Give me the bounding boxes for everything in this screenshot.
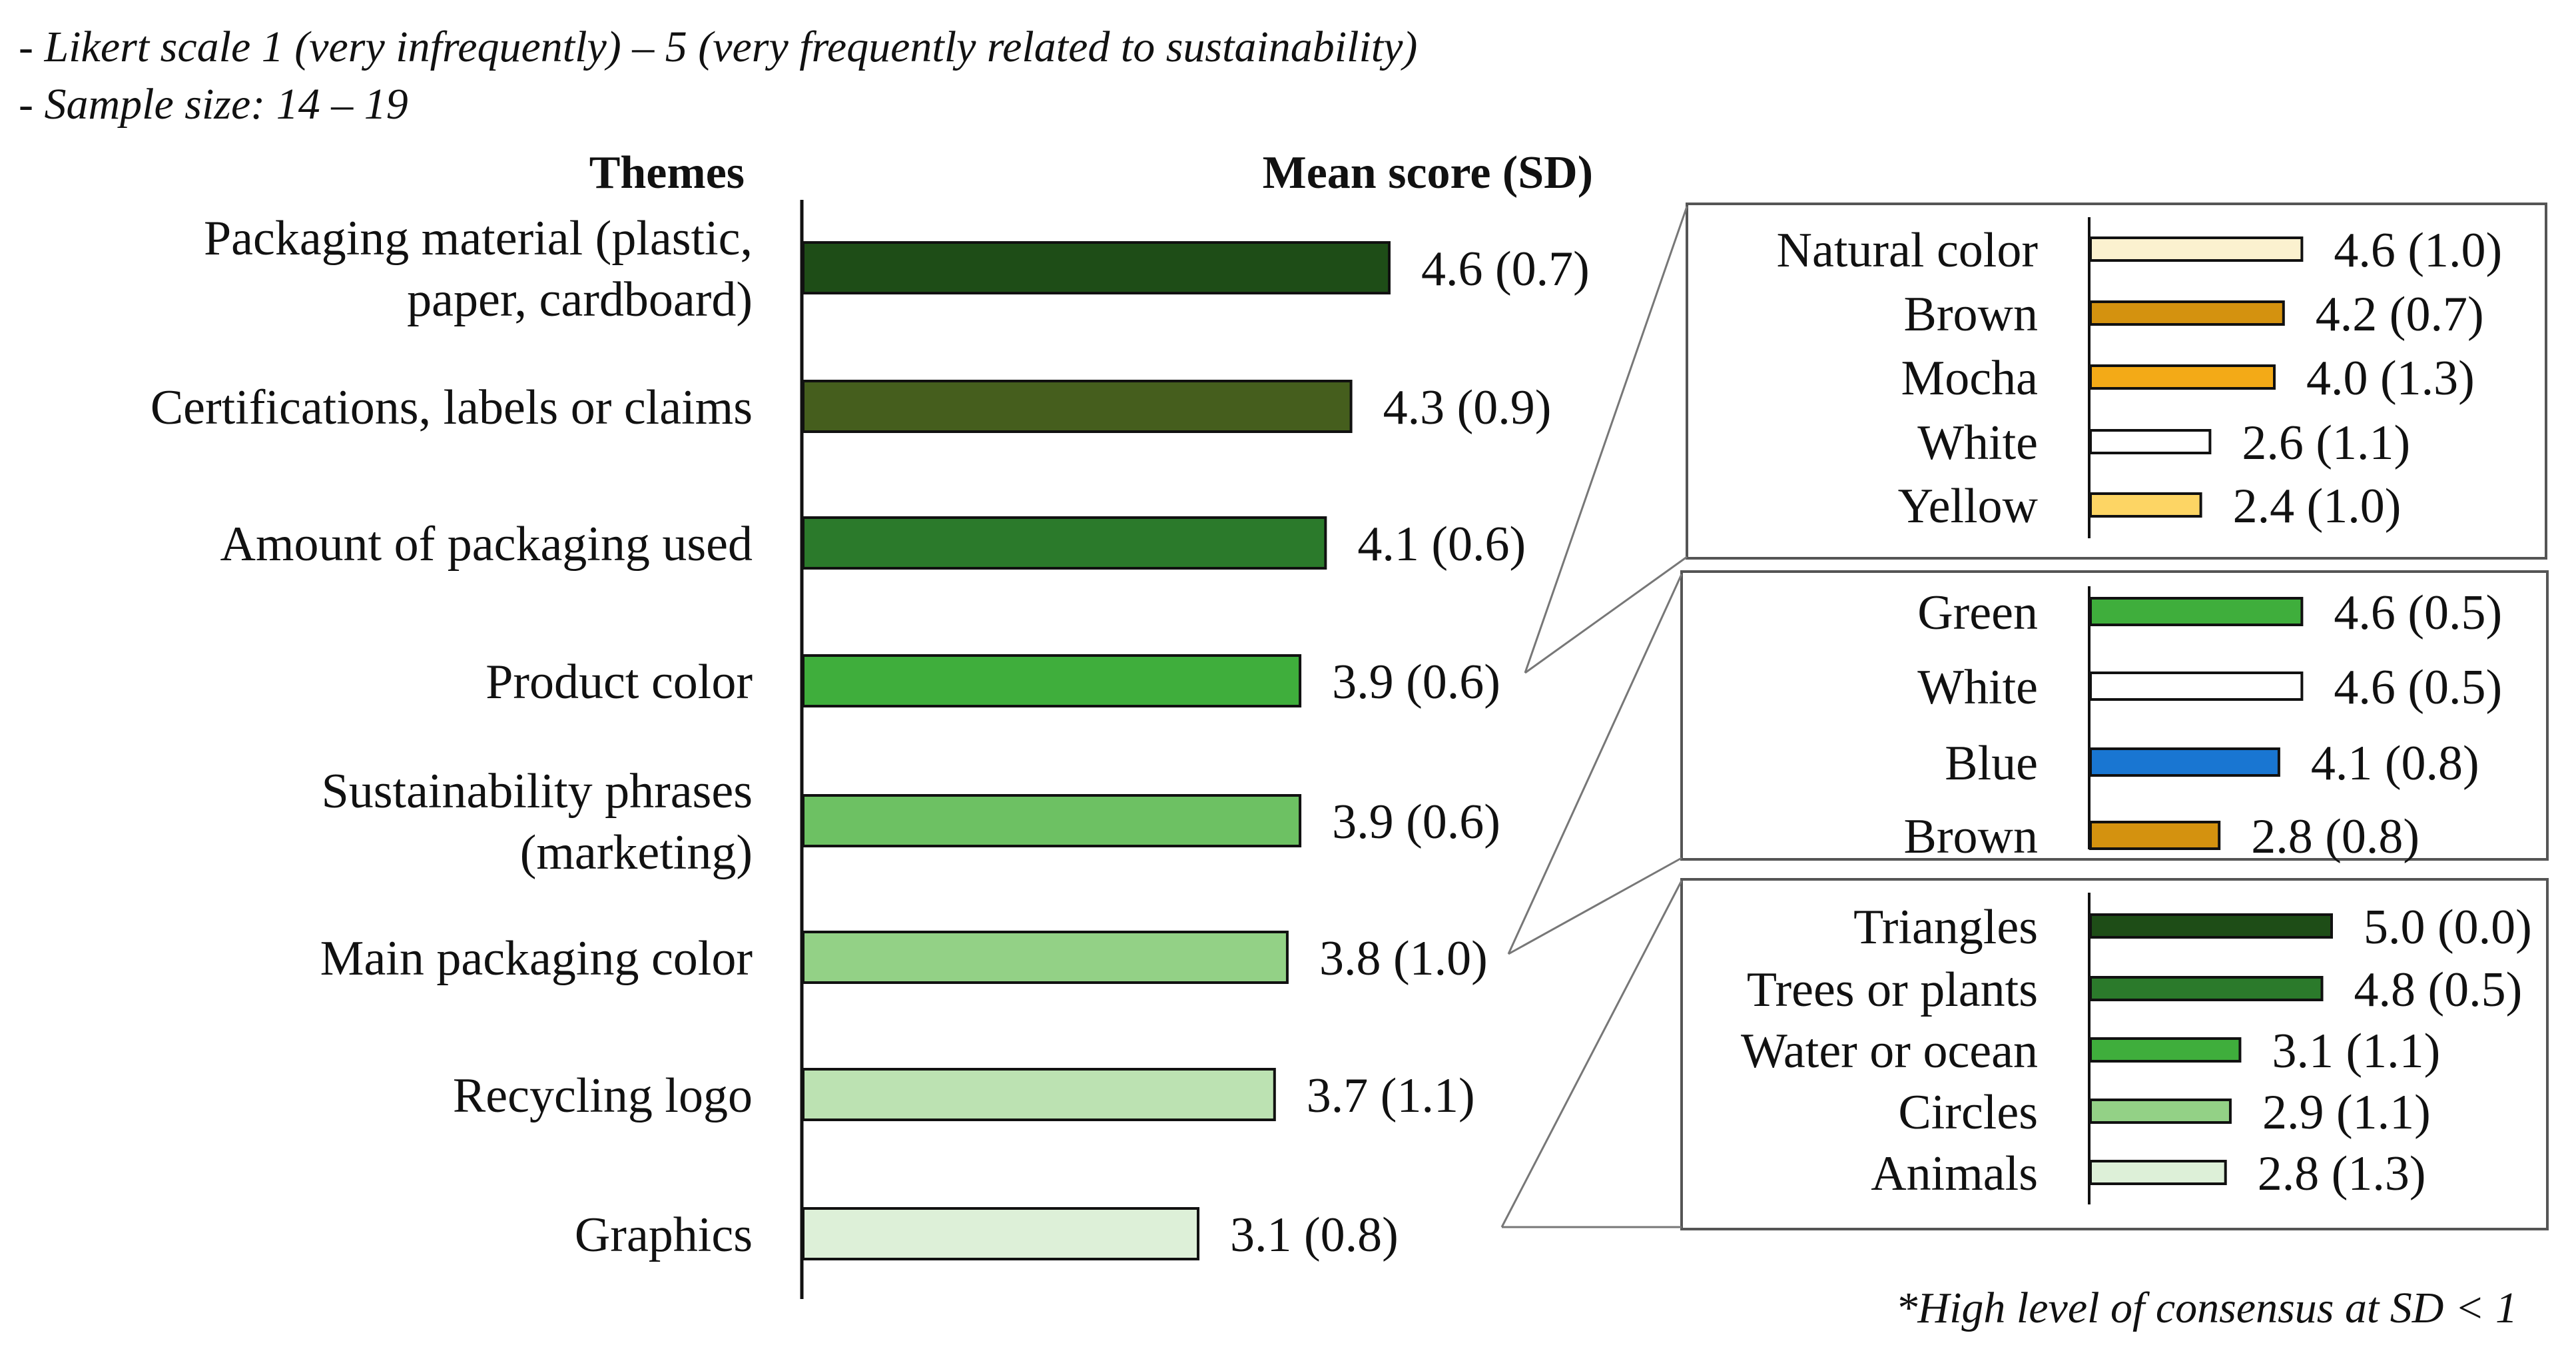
inset-bar — [2089, 672, 2304, 701]
inset-package-color-bars: 4.6 (1.0) Natural color 4.2 (0.7) Brown 4.0 … — [1777, 217, 2502, 538]
connector-product-color-top — [1524, 206, 1688, 673]
main-category-label: Sustainability phrases — [322, 764, 753, 819]
likert-note: - Likert scale 1 (very infrequently) – 5… — [19, 23, 1417, 71]
inset-bar-value-label: 2.8 (1.3) — [2258, 1146, 2426, 1201]
main-category-label: Recycling logo — [453, 1069, 753, 1123]
main-bar-value-label: 3.1 (0.8) — [1230, 1208, 1399, 1262]
inset-bar-value-label: 4.1 (0.8) — [2311, 736, 2479, 791]
inset-category-label: Animals — [1871, 1146, 2038, 1201]
inset-category-label: White — [1917, 660, 2038, 715]
inset-category-label: Blue — [1945, 736, 2038, 791]
inset-bar-value-label: 4.2 (0.7) — [2316, 287, 2484, 342]
inset-category-label: Circles — [1898, 1085, 2038, 1140]
main-bar — [802, 654, 1302, 707]
main-bar — [802, 1207, 1200, 1260]
main-bars: 4.6 (0.7) Packaging material (plastic, pap… — [151, 211, 1590, 1262]
main-bar — [802, 380, 1353, 433]
main-category-label: Main packaging color — [320, 931, 753, 986]
connector-product-color-bottom — [1524, 556, 1688, 674]
inset-bar — [2089, 364, 2276, 390]
main-category-label: (marketing) — [520, 825, 753, 880]
inset-bar — [2089, 976, 2324, 1001]
inset-bar-value-label: 3.1 (1.1) — [2272, 1024, 2440, 1079]
inset-box-product-color — [1680, 570, 2549, 861]
inset-category-label: Trees or plants — [1747, 963, 2038, 1017]
main-category-label: Graphics — [575, 1208, 753, 1262]
inset-category-label: Green — [1917, 586, 2038, 640]
inset-product-color-bars: 4.6 (0.5) Green 4.6 (0.5) White 4.1 (0.8) Blu… — [1904, 586, 2503, 864]
inset-bar — [2089, 492, 2202, 518]
inset-box-graphics — [1680, 878, 2549, 1230]
inset-bar — [2089, 913, 2333, 939]
inset-category-label: Natural color — [1777, 223, 2038, 278]
inset-category-label: Triangles — [1853, 900, 2038, 955]
inset-category-label: Yellow — [1898, 479, 2039, 534]
main-bar — [802, 516, 1327, 570]
inset-bar — [2089, 821, 2221, 850]
inset-category-label: White — [1917, 416, 2038, 470]
inset-bar-value-label: 4.8 (0.5) — [2354, 963, 2523, 1017]
main-bar-value-label: 4.3 (0.9) — [1383, 380, 1552, 435]
main-bar — [802, 931, 1289, 984]
themes-header: Themes — [589, 147, 745, 199]
sample-size-note: - Sample size: 14 – 19 — [19, 80, 408, 129]
main-category-label: paper, cardboard) — [407, 272, 753, 327]
inset-bar-value-label: 5.0 (0.0) — [2364, 900, 2532, 955]
connector-graphics-top — [1500, 880, 1683, 1228]
main-category-label: Amount of packaging used — [220, 517, 753, 572]
main-category-label: Packaging material (plastic, — [204, 211, 753, 266]
inset-bar — [2089, 597, 2304, 626]
inset-category-label: Brown — [1904, 809, 2038, 864]
main-bar-value-label: 3.9 (0.6) — [1332, 795, 1500, 849]
inset-bar — [2089, 1160, 2227, 1185]
main-bar — [802, 241, 1391, 294]
main-bar-value-label: 3.9 (0.6) — [1332, 655, 1500, 709]
inset-bar-value-label: 2.6 (1.1) — [2242, 416, 2410, 470]
main-bar-value-label: 3.8 (1.0) — [1319, 931, 1488, 986]
inset-bar-value-label: 2.9 (1.1) — [2262, 1085, 2431, 1140]
inset-bar — [2089, 1037, 2242, 1063]
footnote: *High level of consensus at SD < 1 — [1895, 1284, 2517, 1332]
inset-bar-value-label: 2.4 (1.0) — [2233, 479, 2402, 534]
connector-main-color-top — [1507, 574, 1683, 955]
inset-bar-value-label: 2.8 (0.8) — [2251, 809, 2419, 864]
inset-bar — [2089, 300, 2285, 326]
main-bar — [802, 794, 1302, 847]
connector-main-color-bottom — [1508, 857, 1682, 955]
main-bar-value-label: 3.7 (1.1) — [1307, 1069, 1475, 1123]
inset-box-package-color — [1686, 203, 2547, 560]
main-category-label: Certifications, labels or claims — [151, 380, 753, 435]
inset-category-label: Brown — [1904, 287, 2038, 342]
inset-bar — [2089, 747, 2280, 777]
main-category-label: Product color — [485, 655, 753, 709]
inset-bar-value-label: 4.6 (1.0) — [2334, 223, 2502, 278]
inset-bar — [2089, 1099, 2232, 1124]
main-bar — [802, 1068, 1276, 1121]
mean-score-header: Mean score (SD) — [1263, 147, 1593, 199]
inset-graphics-bars: 5.0 (0.0) Triangles 4.8 (0.5) Trees or plan… — [1741, 893, 2532, 1204]
main-bar-value-label: 4.1 (0.6) — [1357, 517, 1526, 572]
inset-bar — [2089, 429, 2212, 454]
main-bar-value-label: 4.6 (0.7) — [1421, 242, 1590, 296]
inset-category-label: Water or ocean — [1741, 1024, 2038, 1079]
inset-bar-value-label: 4.6 (0.5) — [2334, 660, 2502, 715]
inset-category-label: Mocha — [1901, 351, 2039, 406]
inset-bar-value-label: 4.0 (1.3) — [2306, 351, 2475, 406]
inset-bar — [2089, 236, 2304, 262]
inset-bar-value-label: 4.6 (0.5) — [2334, 586, 2502, 640]
